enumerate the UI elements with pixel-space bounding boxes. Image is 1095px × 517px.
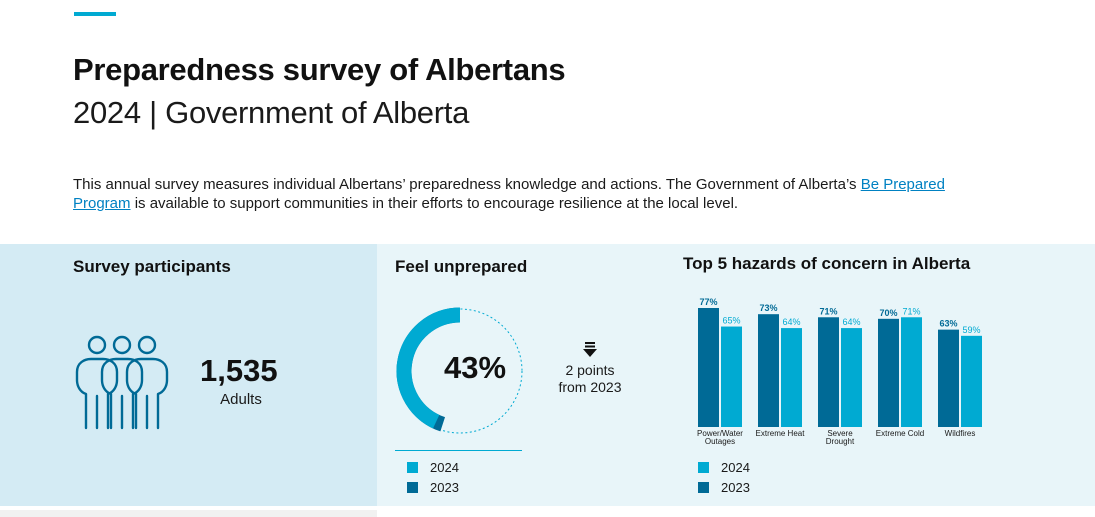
data-label-2024: 65% <box>722 316 740 326</box>
legend-item-2023: 2023 <box>407 477 459 497</box>
data-label-2024: 59% <box>962 325 980 335</box>
hazards-legend: 2024 2023 <box>698 457 750 497</box>
data-label-2023: 70% <box>879 308 897 318</box>
category-label: Extreme Cold <box>876 429 924 438</box>
intro-text-after: is available to support communities in t… <box>130 195 739 212</box>
bar-2023 <box>878 318 899 427</box>
participants-panel <box>0 244 377 506</box>
down-arrow-icon <box>583 342 597 357</box>
unprepared-donut-chart <box>396 307 523 434</box>
bar-2023 <box>698 308 719 427</box>
data-label-2024: 71% <box>902 306 920 316</box>
bar-2023 <box>758 314 779 427</box>
change-indicator: 2 points from 2023 <box>550 342 630 396</box>
bar-2024 <box>781 328 802 427</box>
accent-bar <box>74 12 116 16</box>
category-label: Severe <box>827 429 853 438</box>
bar-2024 <box>721 326 742 427</box>
hazard-legend-item-2024: 2024 <box>698 457 750 477</box>
bar-2023 <box>938 329 959 427</box>
participant-count: 1,535 <box>200 353 278 388</box>
hazard-legend-label-2023: 2023 <box>721 479 750 495</box>
participant-count-label: Adults <box>220 391 262 408</box>
page-subtitle: 2024 | Government of Alberta <box>73 95 470 130</box>
category-label: Wildfires <box>945 429 976 438</box>
hazard-legend-swatch-2023 <box>698 481 709 493</box>
legend-label-2024: 2024 <box>430 459 459 475</box>
change-line-2: from 2023 <box>558 379 622 395</box>
data-label-2023: 77% <box>699 297 717 307</box>
category-label: Drought <box>826 437 855 446</box>
hazard-legend-label-2024: 2024 <box>721 459 750 475</box>
data-label-2023: 73% <box>759 303 777 313</box>
bar-2024 <box>841 328 862 427</box>
footer-strip <box>0 510 377 517</box>
hazard-legend-item-2023: 2023 <box>698 477 750 497</box>
change-line-1: 2 points <box>565 362 615 378</box>
donut-divider <box>395 450 522 451</box>
category-label: Outages <box>705 437 735 446</box>
hazards-heading: Top 5 hazards of concern in Alberta <box>683 254 971 273</box>
legend-label-2023: 2023 <box>430 479 459 495</box>
data-label-2023: 71% <box>819 306 837 316</box>
intro-paragraph: This annual survey measures individual A… <box>73 175 973 213</box>
data-label-2024: 64% <box>842 317 860 327</box>
donut-arc-2024 <box>396 307 461 429</box>
bar-2023 <box>818 317 839 427</box>
be-prepared-link[interactable]: Be Prepared Program <box>73 176 945 212</box>
data-label-2023: 63% <box>939 319 957 329</box>
legend-swatch-2024 <box>407 461 418 473</box>
intro-text-before: This annual survey measures individual A… <box>73 176 861 193</box>
category-label: Extreme Heat <box>756 429 806 438</box>
page-title: Preparedness survey of Albertans <box>73 52 566 87</box>
participants-heading: Survey participants <box>73 257 231 276</box>
bar-2024 <box>901 317 922 427</box>
legend-swatch-2023 <box>407 481 418 493</box>
legend-item-2024: 2024 <box>407 457 459 477</box>
category-label: Power/Water <box>697 429 743 438</box>
people-group-icon <box>75 335 169 430</box>
unprepared-heading: Feel unprepared <box>395 257 528 276</box>
hazard-legend-swatch-2024 <box>698 461 709 473</box>
unprepared-percent: 43% <box>443 350 507 385</box>
bar-2024 <box>961 335 982 427</box>
data-label-2024: 64% <box>782 317 800 327</box>
unprepared-legend: 2024 2023 <box>407 457 459 497</box>
